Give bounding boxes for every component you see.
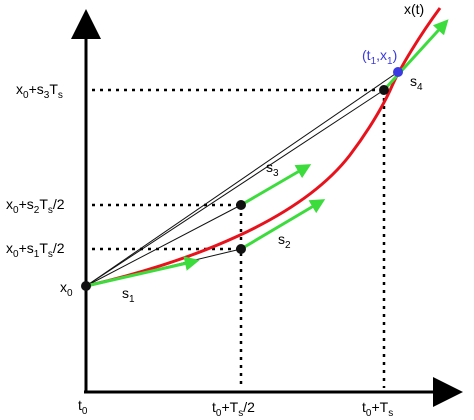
point-s4-eval (379, 85, 389, 95)
slope-arrow-s4 (382, 19, 449, 92)
slope-arrow-s1 (85, 256, 200, 288)
endpoint-label: (t1,x1) (362, 47, 397, 67)
label-t0: t0 (78, 397, 88, 417)
slope-arrow-s2 (240, 199, 326, 251)
label-s4: s4 (410, 73, 423, 93)
label-t-full: t0+Ts (362, 399, 393, 419)
solution-curve (85, 7, 442, 288)
label-x0-s3: x0+s3Ts (16, 81, 63, 101)
label-t-half: t0+Ts/2 (212, 399, 255, 419)
point-x0 (81, 281, 91, 291)
label-x0-s1: x0+s1Ts/2 (6, 240, 65, 260)
label-s2: s2 (278, 231, 291, 251)
label-s3: s3 (266, 159, 279, 179)
label-s1: s1 (122, 285, 135, 305)
point-s3-eval (236, 200, 246, 210)
point-s2-eval (236, 244, 246, 254)
label-x0: x0 (60, 279, 73, 299)
y-axis-title: x(t) (404, 1, 424, 17)
point-endpoint (393, 67, 403, 77)
label-x0-s2: x0+s2Ts/2 (6, 196, 65, 216)
slope-arrow-s3 (240, 164, 312, 207)
